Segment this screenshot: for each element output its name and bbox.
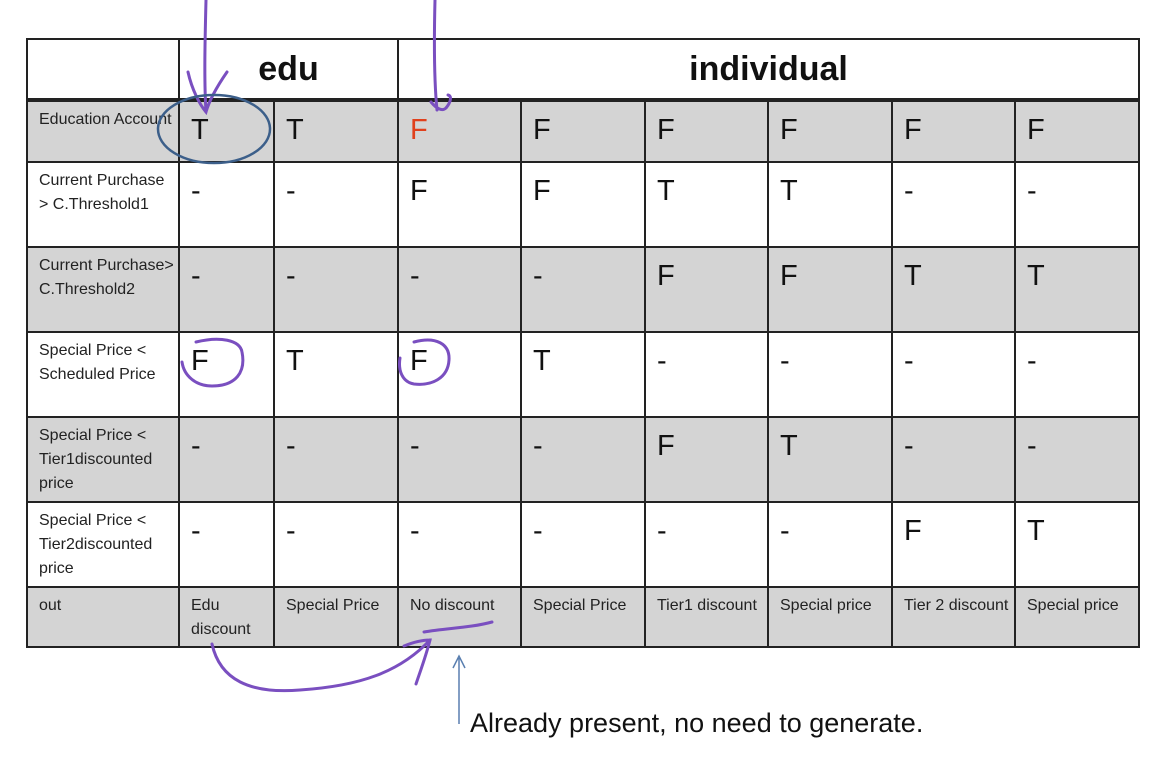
condition-value: -: [891, 161, 1016, 248]
condition-value: -: [644, 501, 769, 588]
condition-value: F: [891, 99, 1016, 163]
condition-row: Education Account T T F F F F F F: [26, 99, 1140, 163]
condition-value: -: [767, 331, 893, 418]
condition-value: -: [644, 331, 769, 418]
condition-value: -: [397, 501, 522, 588]
condition-value: F: [767, 246, 893, 333]
condition-value: -: [178, 501, 275, 588]
condition-value: -: [520, 246, 646, 333]
out-value: Tier 2 discount: [891, 586, 1016, 648]
condition-value: -: [1014, 416, 1140, 503]
condition-value: -: [520, 416, 646, 503]
condition-row: Current Purchase> C.Threshold2- - - - F F T T: [26, 246, 1140, 333]
condition-label: Current Purchase> C.Threshold2: [26, 246, 180, 333]
condition-value: -: [273, 246, 399, 333]
condition-value: T: [178, 99, 275, 163]
condition-value: T: [767, 416, 893, 503]
condition-label: Current Purchase > C.Threshold1: [26, 161, 180, 248]
condition-row: Special Price < Tier2discounted price - - -…: [26, 501, 1140, 588]
condition-value: T: [767, 161, 893, 248]
condition-value: T: [273, 331, 399, 418]
blue-pointer-arrow: [452, 654, 466, 724]
condition-value: -: [397, 416, 522, 503]
condition-value: F: [397, 161, 522, 248]
header-row: edu individual: [26, 38, 1140, 102]
condition-value: -: [273, 501, 399, 588]
condition-label: Special Price < Tier1discounted price: [26, 416, 180, 503]
decision-table: edu individual Education Account T T F F F F F F Cu…: [26, 38, 1140, 648]
out-value: Special price: [1014, 586, 1140, 648]
condition-value: F: [644, 416, 769, 503]
condition-row: Current Purchase > C.Threshold1- - F F T T - -: [26, 161, 1140, 248]
condition-value: F: [397, 99, 522, 163]
condition-value: F: [397, 331, 522, 418]
group-header: edu: [178, 38, 399, 102]
out-value: Special price: [767, 586, 893, 648]
condition-label: Special Price < Tier2discounted price: [26, 501, 180, 588]
condition-value: F: [644, 99, 769, 163]
condition-value: -: [891, 416, 1016, 503]
condition-value: -: [273, 161, 399, 248]
out-value: Special Price: [520, 586, 646, 648]
condition-value: -: [1014, 161, 1140, 248]
condition-value: F: [891, 501, 1016, 588]
condition-label: Education Account: [26, 99, 180, 163]
condition-value: -: [178, 416, 275, 503]
out-label: out: [26, 586, 180, 648]
condition-value: F: [644, 246, 769, 333]
out-value: No discount: [397, 586, 522, 648]
condition-value: T: [891, 246, 1016, 333]
condition-value: T: [520, 331, 646, 418]
condition-value: F: [1014, 99, 1140, 163]
group-header: [26, 38, 180, 102]
group-header: individual: [397, 38, 1140, 102]
condition-value: F: [520, 99, 646, 163]
condition-value: T: [1014, 246, 1140, 333]
out-value: Tier1 discount: [644, 586, 769, 648]
annotation-note: Already present, no need to generate.: [470, 708, 924, 738]
condition-value: -: [273, 416, 399, 503]
condition-value: -: [520, 501, 646, 588]
condition-value: F: [178, 331, 275, 418]
condition-value: T: [273, 99, 399, 163]
out-row: out Edu discount Special Price No discount S…: [26, 586, 1140, 648]
condition-value: T: [644, 161, 769, 248]
out-value: Special Price: [273, 586, 399, 648]
condition-value: -: [397, 246, 522, 333]
condition-row: Special Price < Tier1discounted price - - -…: [26, 416, 1140, 503]
condition-value: -: [767, 501, 893, 588]
condition-label: Special Price < Scheduled Price: [26, 331, 180, 418]
condition-value: F: [767, 99, 893, 163]
out-value: Edu discount: [178, 586, 275, 648]
condition-value: F: [520, 161, 646, 248]
condition-value: T: [1014, 501, 1140, 588]
condition-value: -: [891, 331, 1016, 418]
condition-value: -: [178, 161, 275, 248]
condition-row: Special Price < Scheduled Price F T F T - - - -: [26, 331, 1140, 418]
condition-value: -: [1014, 331, 1140, 418]
condition-value: -: [178, 246, 275, 333]
